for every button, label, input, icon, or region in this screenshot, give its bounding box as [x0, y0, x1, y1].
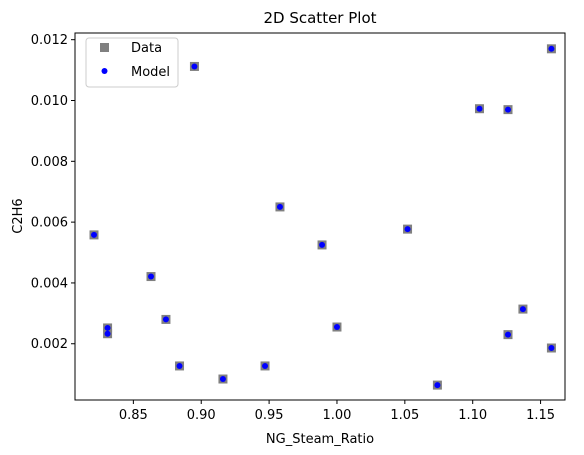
x-tick-label: 1.10	[458, 408, 487, 423]
x-tick-label: 1.05	[390, 408, 419, 423]
legend-data-marker	[100, 43, 109, 52]
legend-data-label: Data	[131, 41, 162, 56]
legend-model-marker	[101, 68, 108, 74]
model-point	[476, 105, 483, 112]
model-point	[91, 231, 98, 238]
y-axis: 0.002 0.004 0.006 0.008 0.010 0.012	[31, 33, 75, 352]
x-tick-label: 1.15	[526, 408, 555, 423]
model-point	[191, 63, 198, 70]
x-tick-label: 1.00	[322, 408, 351, 423]
x-axis: 0.85 0.90 0.95 1.00 1.05 1.10 1.15	[119, 400, 555, 423]
x-tick-label: 0.85	[119, 408, 148, 423]
model-point	[276, 203, 283, 210]
legend: Data Model	[85, 37, 179, 88]
plot-area	[89, 44, 556, 390]
y-tick-label: 0.006	[31, 216, 68, 231]
model-point	[148, 273, 155, 280]
model-point	[504, 106, 511, 113]
y-axis-label: C2H6	[11, 198, 26, 233]
model-point	[262, 362, 269, 369]
model-point	[319, 241, 326, 248]
y-tick-label: 0.004	[31, 276, 68, 291]
y-tick-label: 0.012	[31, 33, 68, 48]
axes-frame	[74, 32, 566, 401]
x-tick-label: 0.95	[255, 408, 284, 423]
model-point	[404, 226, 411, 233]
x-tick-label: 0.90	[187, 408, 216, 423]
model-point	[162, 316, 169, 323]
model-point	[333, 324, 340, 331]
model-point	[504, 331, 511, 338]
y-tick-label: 0.010	[31, 94, 68, 109]
x-axis-label: NG_Steam_Ratio	[266, 432, 374, 447]
model-point	[104, 324, 111, 331]
model-point	[104, 330, 111, 337]
model-point	[519, 306, 526, 313]
chart-title: 2D Scatter Plot	[263, 9, 376, 27]
model-point	[219, 376, 226, 383]
model-point	[548, 345, 555, 352]
model-point	[548, 45, 555, 52]
model-point	[434, 382, 441, 389]
legend-model-label: Model	[131, 65, 170, 80]
y-tick-label: 0.002	[31, 337, 68, 352]
model-point	[176, 362, 183, 369]
y-tick-label: 0.008	[31, 155, 68, 170]
